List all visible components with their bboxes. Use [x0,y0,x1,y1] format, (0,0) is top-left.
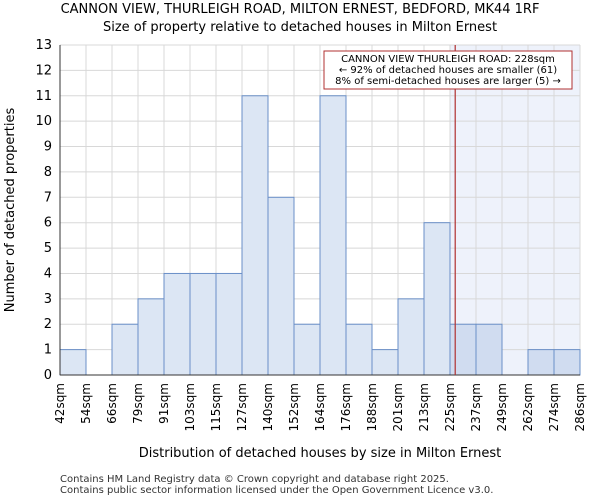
histogram-bar [215,272,243,376]
histogram-bar [345,323,373,376]
footer-line-1: Contains HM Land Registry data © Crown c… [60,474,449,485]
x-tick-label: 140sqm [261,383,275,431]
histogram-bar [189,272,217,376]
footer-line-2: Contains public sector information licen… [60,485,494,496]
y-axis-label: Number of detached properties [3,108,18,313]
x-tick-label: 188sqm [365,383,379,431]
y-tick-label: 4 [44,266,52,281]
y-tick-label: 6 [44,216,52,231]
x-tick-label: 164sqm [313,383,327,431]
histogram-bar [371,349,399,376]
x-tick-label: 115sqm [209,383,223,431]
x-tick-label: 66sqm [105,383,119,424]
histogram-bar [111,323,139,376]
x-tick-label: 286sqm [573,383,587,431]
histogram-bar [267,196,295,376]
histogram-bar [397,298,425,376]
y-tick-label: 5 [44,241,52,256]
annotation-line-3: 8% of semi-detached houses are larger (5… [335,76,561,87]
histogram-bar [163,272,191,376]
y-tick-label: 12 [35,63,52,78]
annotation-border [323,50,573,90]
x-tick-label: 103sqm [183,383,197,431]
y-tick-label: 8 [44,165,52,180]
highlight-region [450,45,580,375]
x-tick-label: 79sqm [131,383,145,424]
x-tick-label: 54sqm [79,383,93,424]
x-tick-label: 213sqm [417,383,431,431]
x-tick-label: 262sqm [521,383,535,431]
chart-title: CANNON VIEW, THURLEIGH ROAD, MILTON ERNE… [60,2,540,17]
y-tick-label: 13 [35,38,52,53]
x-tick-label: 152sqm [287,383,301,431]
annotation-box: CANNON VIEW THURLEIGH ROAD: 228sqm ← 92%… [323,50,573,90]
y-tick-label: 9 [44,140,52,155]
y-tick-label: 0 [44,368,52,383]
y-tick-label: 1 [44,343,52,358]
x-tick-label: 274sqm [547,383,561,431]
x-tick-label: 127sqm [235,383,249,431]
x-tick-label: 42sqm [53,383,67,424]
histogram-bar [527,349,555,376]
y-tick-label: 10 [35,114,52,129]
y-tick-label: 11 [35,89,52,104]
annotation-line-2: ← 92% of detached houses are smaller (61… [339,65,557,76]
histogram-bar [319,95,347,376]
y-tick-label: 7 [44,190,52,205]
histogram-bar [449,323,477,376]
x-tick-label: 176sqm [339,383,353,431]
histogram-bar [59,349,87,376]
x-tick-label: 249sqm [495,383,509,431]
annotation-line-1: CANNON VIEW THURLEIGH ROAD: 228sqm [341,54,555,65]
histogram-bar [423,222,451,376]
histogram-bar [241,95,269,376]
x-tick-label: 225sqm [443,383,457,431]
x-tick-label: 91sqm [157,383,171,424]
y-tick-label: 3 [44,292,52,307]
histogram-bar [137,298,165,376]
x-tick-label: 201sqm [391,383,405,431]
chart-subtitle: Size of property relative to detached ho… [102,20,498,35]
histogram-bar [293,323,321,376]
x-axis-label: Distribution of detached houses by size … [139,446,502,461]
histogram-bar [475,323,503,376]
x-tick-label: 237sqm [469,383,483,431]
histogram-bar [553,349,581,376]
y-tick-label: 2 [44,317,52,332]
